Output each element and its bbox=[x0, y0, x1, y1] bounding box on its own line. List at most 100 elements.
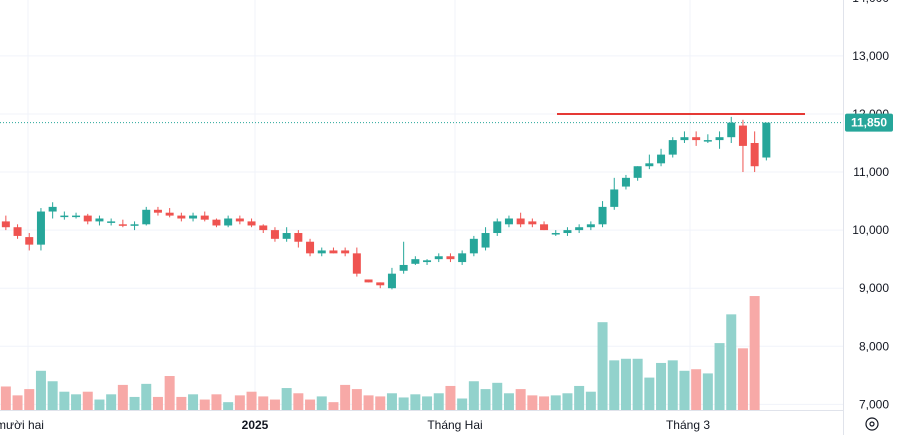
candle-body-22 bbox=[259, 225, 268, 231]
candle-6 bbox=[72, 212, 81, 219]
candle-body-45 bbox=[528, 221, 537, 225]
candle-body-29 bbox=[341, 250, 350, 254]
candle-18 bbox=[212, 218, 221, 228]
volume-bar-40 bbox=[468, 381, 479, 410]
volume-bar-47 bbox=[550, 395, 561, 410]
volume-bar-37 bbox=[433, 393, 444, 410]
candle-54 bbox=[633, 166, 642, 181]
candle-body-51 bbox=[598, 206, 607, 225]
grid bbox=[0, 0, 843, 410]
volume-bar-27 bbox=[316, 396, 327, 410]
candle-21 bbox=[247, 218, 256, 228]
candle-9 bbox=[107, 218, 116, 226]
candle-body-9 bbox=[107, 221, 116, 223]
volume-bar-51 bbox=[597, 322, 608, 410]
candle-body-24 bbox=[282, 233, 291, 239]
candle-13 bbox=[153, 206, 162, 216]
candle-24 bbox=[282, 227, 291, 242]
candle-28 bbox=[329, 247, 338, 254]
candle-31 bbox=[364, 279, 373, 283]
candle-7 bbox=[83, 213, 92, 225]
volume-bar-13 bbox=[152, 396, 163, 410]
candle-26 bbox=[306, 238, 315, 257]
candle-14 bbox=[165, 208, 174, 218]
candle-body-18 bbox=[212, 219, 221, 226]
candle-41 bbox=[481, 227, 490, 251]
volume-bar-62 bbox=[726, 314, 737, 410]
candle-39 bbox=[458, 250, 467, 265]
volume-bar-2 bbox=[24, 389, 35, 410]
volume-bar-41 bbox=[480, 389, 491, 410]
candle-body-7 bbox=[83, 215, 92, 222]
candle-body-33 bbox=[387, 273, 396, 289]
volume-bar-28 bbox=[328, 402, 339, 410]
candle-53 bbox=[621, 174, 630, 190]
volume-bar-32 bbox=[375, 396, 386, 410]
candle-51 bbox=[598, 201, 607, 228]
candle-19 bbox=[224, 215, 233, 228]
y-tick-label-4: 11,000 bbox=[853, 165, 889, 179]
candle-body-62 bbox=[727, 122, 736, 138]
candle-29 bbox=[341, 247, 350, 257]
candle-49 bbox=[575, 224, 584, 234]
candle-body-50 bbox=[586, 224, 595, 228]
volume-bar-56 bbox=[656, 362, 667, 410]
volume-bar-11 bbox=[129, 396, 140, 410]
candle-33 bbox=[387, 267, 396, 290]
volume-bar-59 bbox=[691, 369, 702, 410]
candle-body-55 bbox=[645, 163, 654, 167]
volume-bar-22 bbox=[258, 396, 269, 410]
candle-body-11 bbox=[130, 224, 139, 226]
volume-bar-10 bbox=[117, 384, 128, 410]
volume-bar-25 bbox=[293, 393, 304, 410]
y-tick-label-2: 9,000 bbox=[859, 281, 889, 295]
candle-36 bbox=[423, 259, 432, 265]
candle-body-38 bbox=[446, 256, 455, 260]
x-tick-label-2: Tháng Hai bbox=[427, 418, 482, 432]
volume-bar-42 bbox=[492, 382, 503, 410]
candle-body-32 bbox=[376, 282, 385, 286]
candle-body-56 bbox=[657, 154, 666, 164]
volume-bar-31 bbox=[363, 395, 374, 410]
volume-bar-14 bbox=[164, 376, 175, 410]
volume-bar-4 bbox=[47, 381, 58, 410]
candle-body-60 bbox=[703, 140, 712, 142]
candle-body-26 bbox=[306, 241, 315, 254]
volume-bar-63 bbox=[737, 348, 748, 410]
volume-bar-12 bbox=[141, 383, 152, 410]
candle-46 bbox=[540, 221, 549, 231]
candle-0 bbox=[1, 215, 10, 231]
candle-59 bbox=[692, 131, 701, 146]
y-tick-label-3: 10,000 bbox=[852, 223, 889, 237]
candle-11 bbox=[130, 221, 139, 231]
volume-bar-33 bbox=[386, 393, 397, 410]
candle-1 bbox=[13, 224, 22, 239]
candle-body-36 bbox=[423, 260, 432, 263]
candle-8 bbox=[95, 215, 104, 226]
candle-body-61 bbox=[715, 137, 724, 141]
candle-4 bbox=[48, 202, 57, 219]
candle-body-30 bbox=[352, 253, 361, 274]
volume-bar-55 bbox=[644, 377, 655, 410]
volume-bar-1 bbox=[12, 395, 23, 410]
candle-45 bbox=[528, 218, 537, 228]
candle-64 bbox=[750, 131, 759, 173]
y-tick-label-1: 8,000 bbox=[859, 339, 889, 353]
candle-body-17 bbox=[200, 215, 209, 220]
candle-body-1 bbox=[13, 227, 22, 236]
candle-43 bbox=[504, 215, 513, 228]
y-tick-label-0: 7,000 bbox=[859, 397, 889, 411]
candle-body-3 bbox=[36, 211, 45, 245]
candle-37 bbox=[434, 253, 443, 263]
volume-bar-8 bbox=[94, 399, 105, 410]
settings-icon[interactable] bbox=[865, 417, 879, 431]
candle-body-12 bbox=[142, 209, 151, 225]
candle-40 bbox=[469, 235, 478, 257]
candle-30 bbox=[352, 247, 361, 277]
volume-bar-57 bbox=[667, 360, 678, 410]
candle-2 bbox=[25, 233, 34, 251]
volume-bar-7 bbox=[82, 391, 93, 410]
volume-bar-26 bbox=[305, 399, 316, 410]
